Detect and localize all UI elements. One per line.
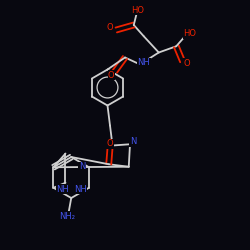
Text: NH: NH bbox=[56, 184, 69, 194]
Text: HO: HO bbox=[184, 29, 196, 38]
Text: NH₂: NH₂ bbox=[60, 212, 76, 221]
Text: N: N bbox=[79, 162, 85, 171]
Text: O: O bbox=[108, 70, 114, 80]
Text: HO: HO bbox=[131, 6, 144, 15]
Text: NH: NH bbox=[138, 58, 150, 67]
Text: O: O bbox=[184, 59, 190, 68]
Text: N: N bbox=[130, 137, 136, 146]
Text: NH: NH bbox=[74, 184, 87, 194]
Text: O: O bbox=[107, 24, 113, 32]
Text: O: O bbox=[107, 139, 113, 148]
